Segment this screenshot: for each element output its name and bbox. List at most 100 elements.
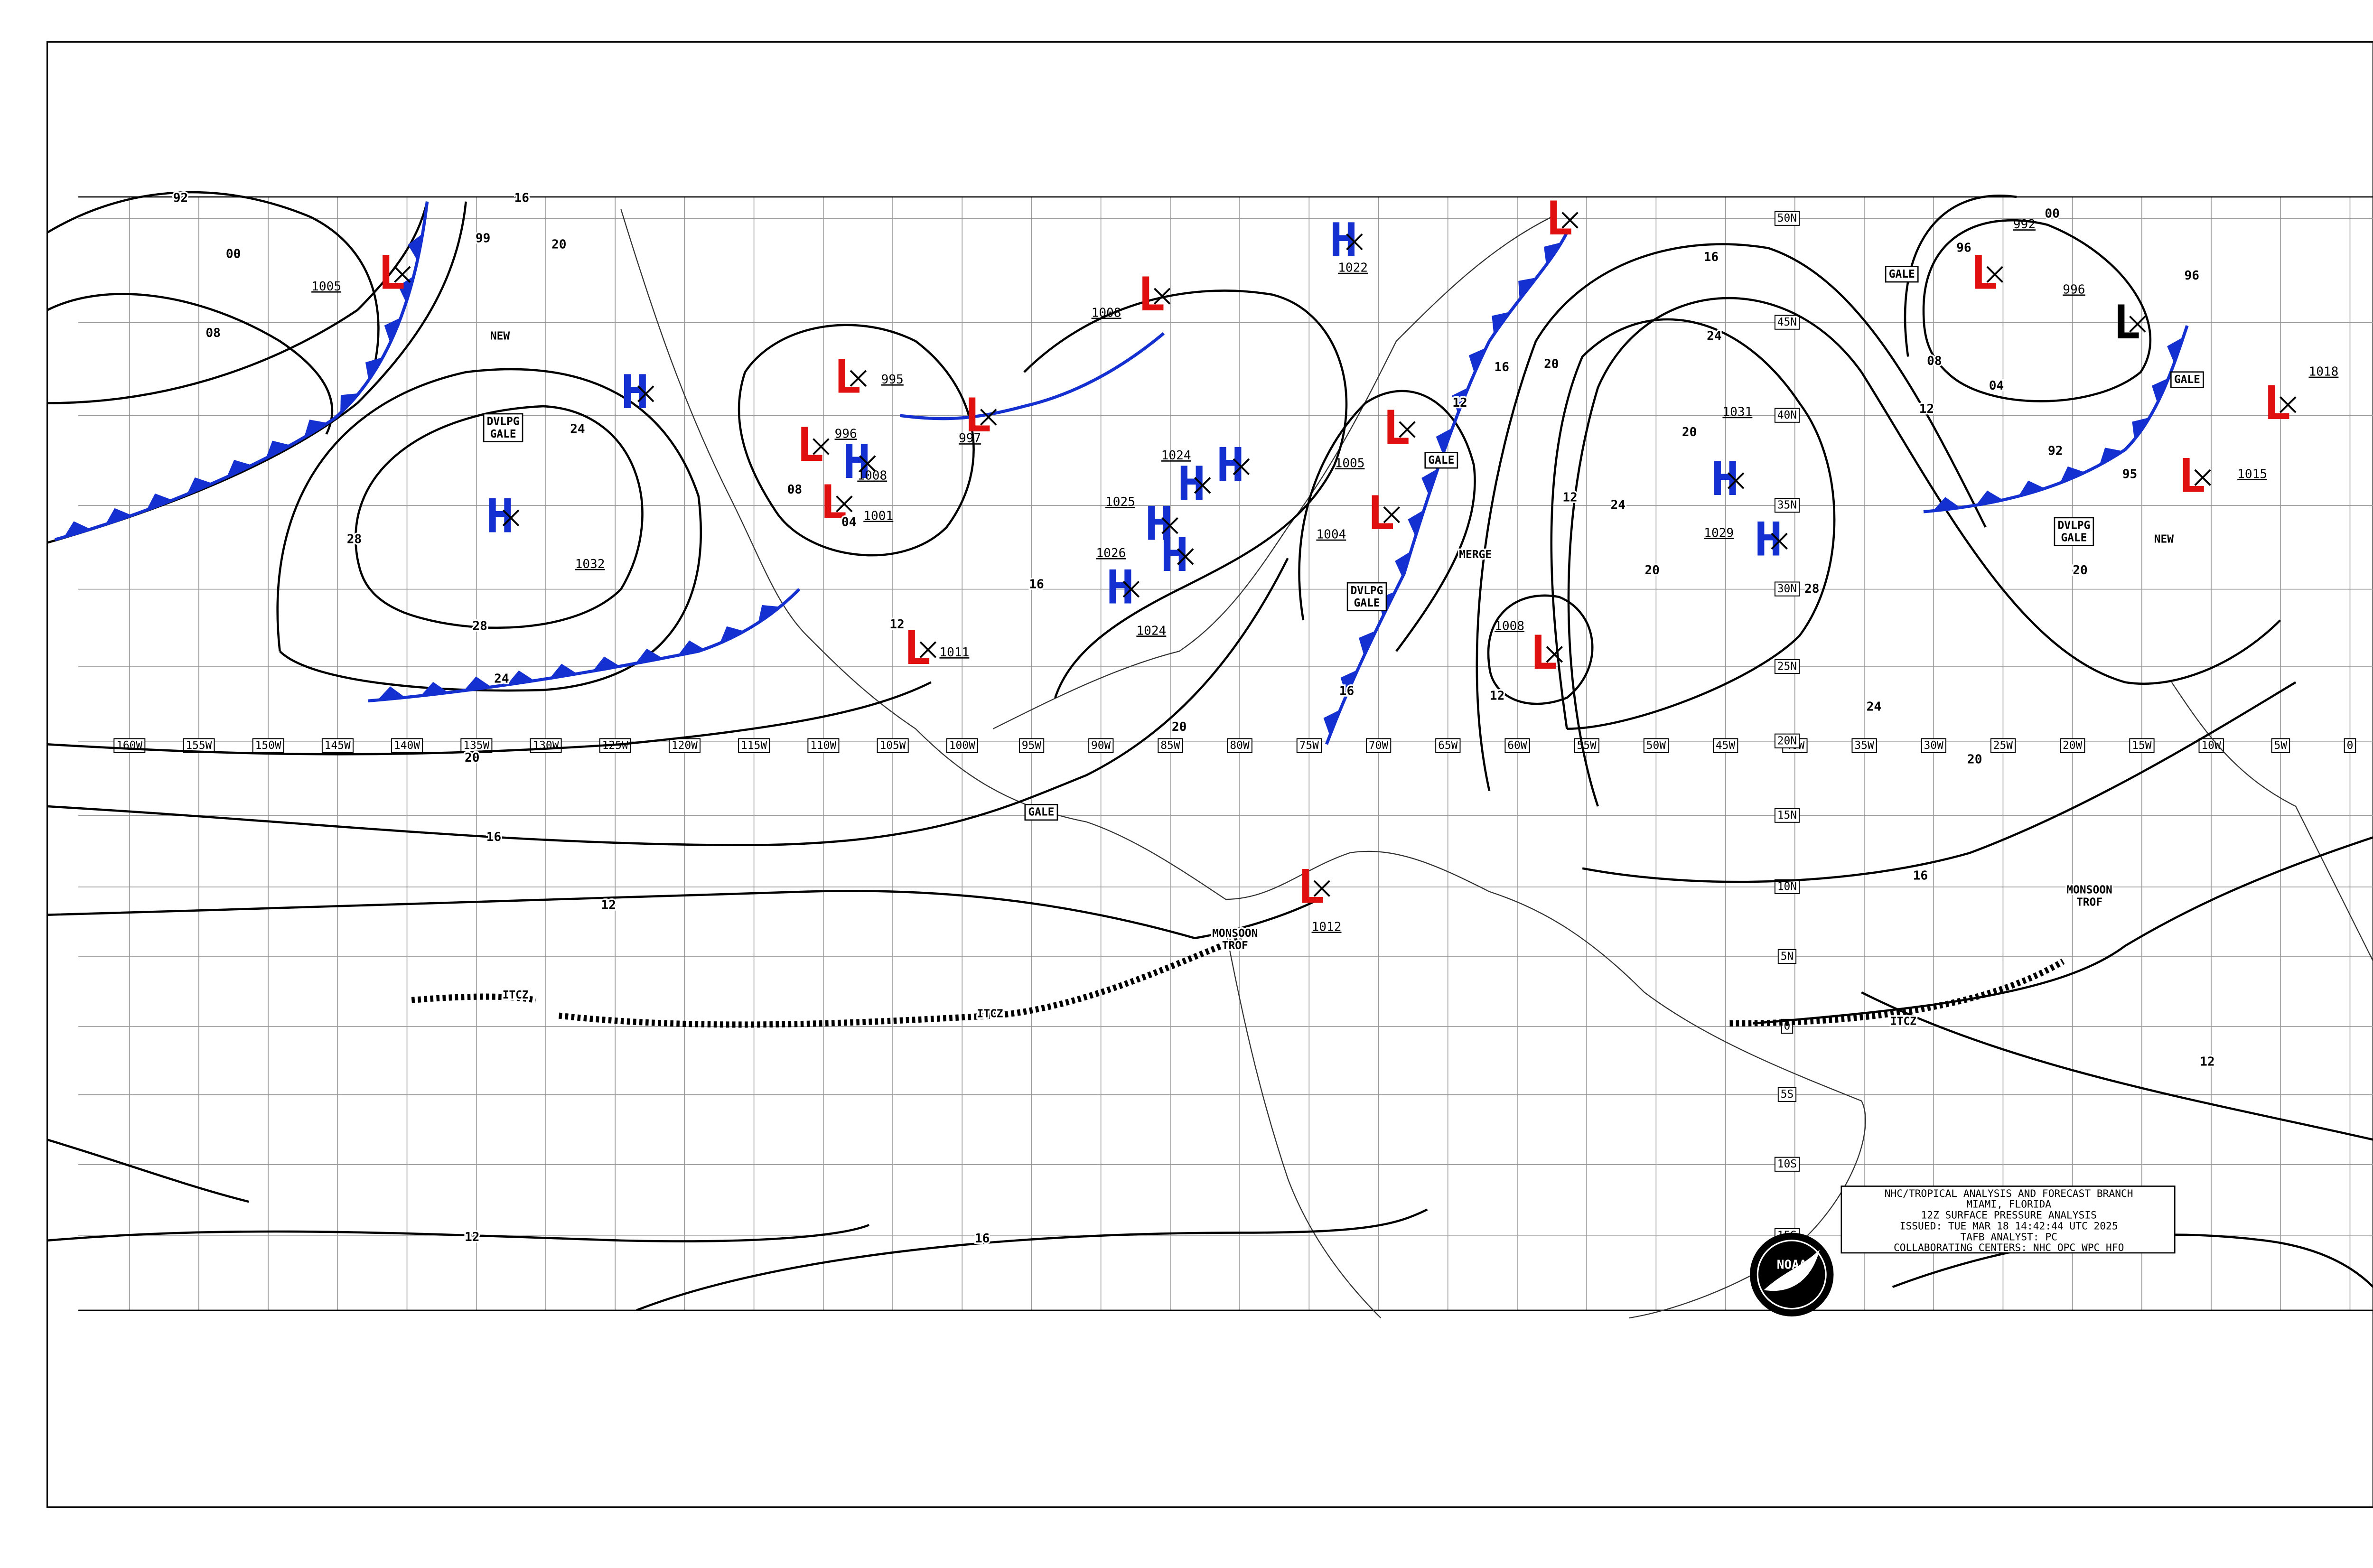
front-triangle	[2018, 480, 2046, 497]
center-cross	[836, 495, 853, 513]
front-triangle	[340, 393, 360, 414]
front-triangle	[398, 276, 414, 303]
center-cross	[1383, 506, 1401, 523]
center-cross	[850, 370, 867, 387]
center-cross	[1346, 233, 1363, 251]
isobar-label: 08	[206, 326, 220, 340]
annotation: GALE	[1028, 806, 1054, 819]
center-cross	[1727, 472, 1745, 489]
front-triangle	[408, 233, 423, 261]
front-triangle	[2151, 378, 2169, 404]
logo-ring	[1756, 1240, 1827, 1310]
info-line: MIAMI, FLORIDA	[1966, 1199, 2051, 1211]
center-cross	[980, 409, 997, 426]
isobar-label: 28	[347, 532, 362, 547]
center-cross	[393, 266, 411, 283]
center-cross	[1177, 548, 1194, 565]
fronts	[54, 201, 2189, 1028]
isobar-label: 20	[2073, 563, 2087, 578]
longitude-label-box	[460, 738, 493, 753]
isobar-label: 20	[551, 238, 566, 252]
center-cross	[1153, 288, 1171, 305]
isobar-label: 12	[2200, 1055, 2214, 1069]
center-cross	[919, 641, 937, 658]
longitude-label-box	[738, 738, 770, 753]
central-pressure: 1008	[1495, 619, 1524, 634]
isobar-label: 24	[1611, 498, 1626, 513]
coastline	[993, 216, 1552, 729]
isobar-label: 16	[486, 830, 501, 844]
longitude-label-box	[1018, 738, 1045, 753]
isobar-label: 20	[1967, 752, 1982, 766]
isobar-label: 95	[2122, 467, 2137, 481]
central-pressure: 1008	[857, 469, 887, 483]
longitude-label: 120W	[672, 739, 698, 752]
center-cross	[1161, 517, 1178, 534]
longitude-label-box	[807, 738, 840, 753]
center-cross	[502, 509, 520, 527]
isobar-label: 92	[2048, 444, 2063, 458]
center-cross	[2194, 469, 2211, 486]
annotation: GALE	[1428, 454, 1454, 467]
coastline	[620, 209, 1866, 1319]
central-pressure: 995	[881, 373, 904, 387]
isobar	[1904, 195, 2017, 357]
isobar-label: 16	[1339, 684, 1354, 699]
annotation: MONSOON TROF	[2066, 884, 2112, 908]
front-triangle	[226, 460, 252, 477]
annotation: DVLPG GALE	[487, 415, 520, 440]
longitude-label-box	[2344, 738, 2356, 753]
central-pressure: 992	[2013, 217, 2036, 232]
isobar	[1892, 1233, 2373, 1288]
annotation-box	[1024, 804, 1058, 821]
latitude-label: 45N	[1777, 316, 1797, 328]
front-triangle	[105, 508, 132, 524]
center-cross	[1122, 580, 1140, 598]
front-triangle	[2132, 417, 2150, 440]
isobar	[47, 681, 932, 756]
isobar-label: 96	[1956, 241, 1971, 255]
longitude-label-box	[668, 738, 701, 753]
latitude-label: 50N	[1777, 212, 1797, 224]
isobar	[47, 890, 1319, 940]
isobar	[1476, 243, 1987, 791]
front-triangle	[1359, 630, 1376, 656]
front-triangle	[1544, 242, 1562, 265]
isobar	[1922, 219, 2152, 402]
isobars	[47, 191, 2373, 1312]
annotation: GALE	[1889, 268, 1915, 280]
annotation: MONSOON TROF	[1212, 927, 1258, 952]
longitude-label: 0	[2347, 739, 2354, 752]
annotation: DVLPG GALE	[2057, 519, 2090, 544]
latitude-label: 25N	[1777, 660, 1797, 672]
isobar	[738, 324, 975, 557]
isobar	[47, 201, 429, 404]
isobar-label: 12	[1919, 402, 1934, 416]
annotation-box	[483, 413, 523, 442]
central-pressure: 1026	[1096, 546, 1126, 560]
latitude-label-box	[1774, 211, 1800, 226]
longitude-label: 100W	[949, 739, 975, 752]
annotation-box	[1885, 266, 1919, 283]
isobar	[1487, 594, 1594, 705]
annotation: ITCZ	[503, 989, 529, 1001]
isobar-label: 28	[1804, 582, 1819, 596]
isobar	[47, 1139, 249, 1203]
central-pressure: 1024	[1161, 448, 1191, 463]
isobar	[47, 558, 1289, 846]
front-triangle	[1421, 468, 1438, 495]
longitude-label: 30W	[1924, 739, 1944, 752]
isobar	[1753, 836, 2373, 1025]
front-triangle	[384, 317, 402, 344]
front-triangle	[464, 676, 492, 691]
annotation-box	[1346, 582, 1387, 612]
latitude-label-box	[1774, 659, 1800, 674]
front-triangle	[719, 626, 745, 644]
central-pressure: 1005	[311, 280, 341, 294]
isobar	[1298, 390, 1476, 652]
center-cross	[2280, 396, 2297, 413]
longitude-label: 55W	[1577, 739, 1597, 752]
